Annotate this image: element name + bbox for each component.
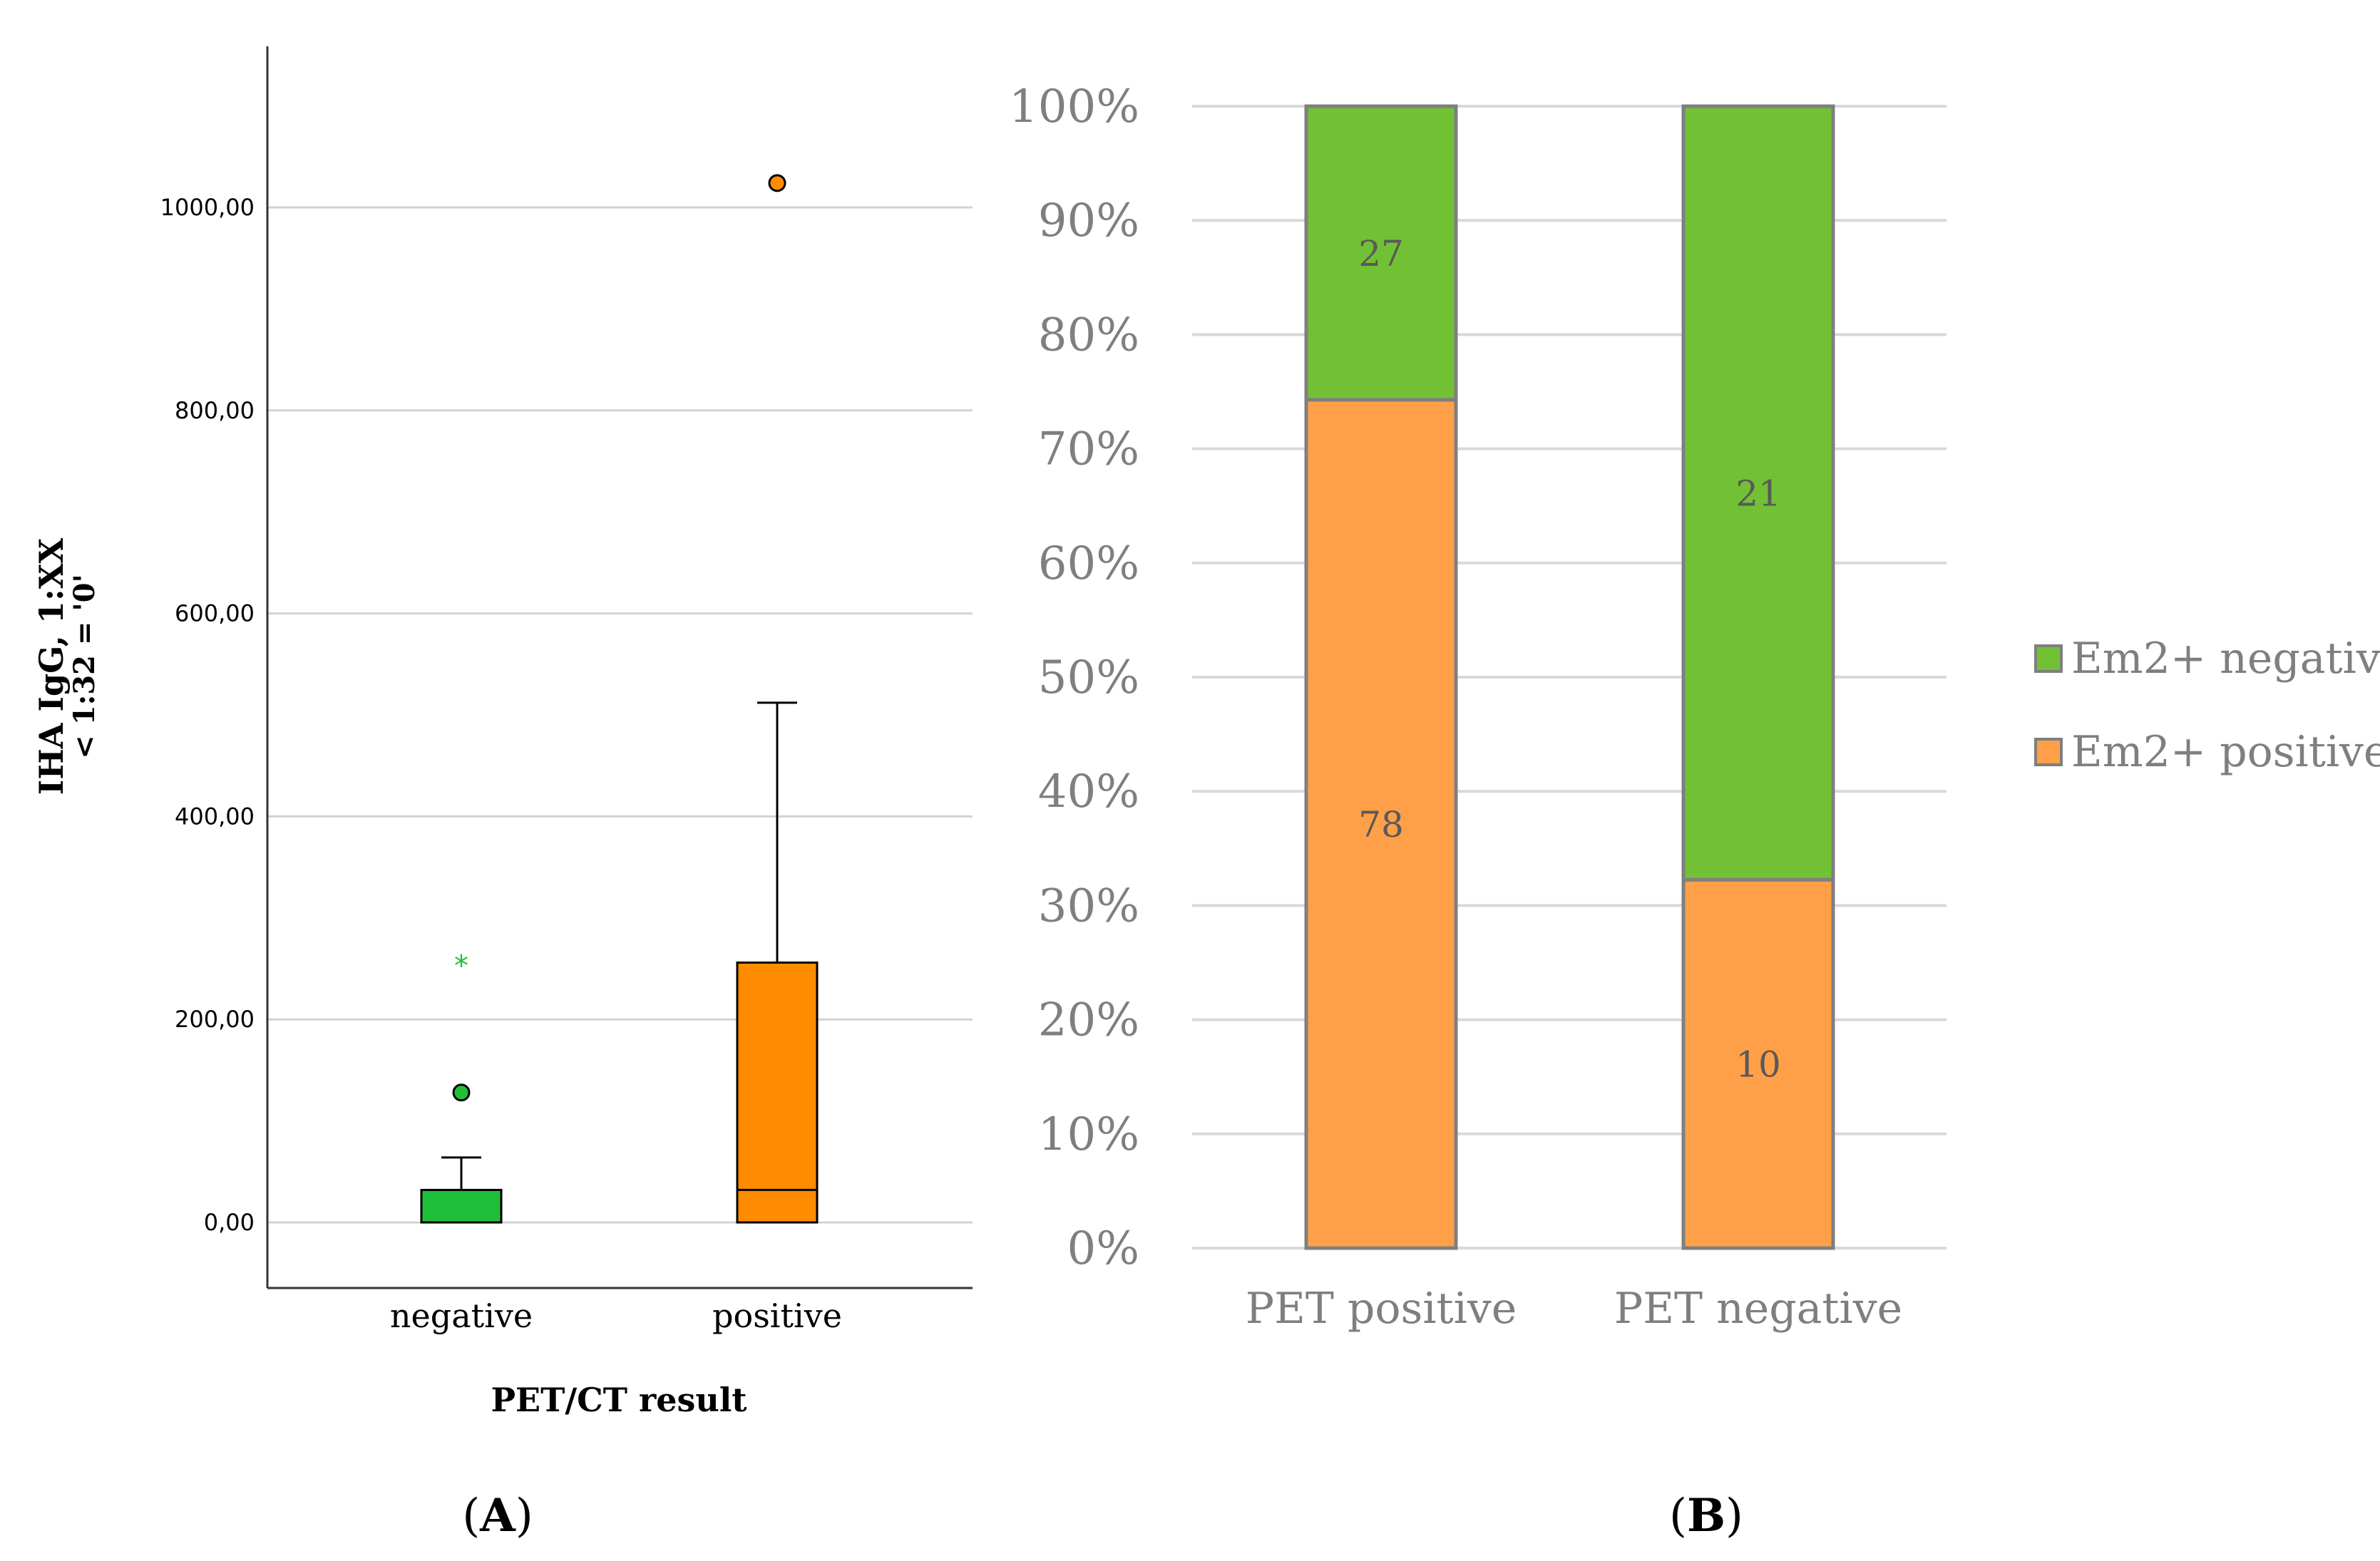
- panel-a-boxplot: 0,00 200,00 400,00 600,00 800,00 1000,00 * ne…: [32, 46, 973, 1542]
- panel-b-legend: Em2+ negative Em2+ positive: [2034, 634, 2380, 777]
- panel-b-x-tick-label: PET positive: [1246, 1284, 1517, 1334]
- panel-b-label-letter: B: [1687, 1489, 1725, 1542]
- panel-a-x-tick-label: negative: [390, 1297, 533, 1335]
- panel-b-y-tick-label: 80%: [1038, 309, 1139, 361]
- panel-b-y-tick-label: 60%: [1038, 537, 1139, 590]
- panel-b-y-tick-label: 100%: [1009, 81, 1139, 133]
- panel-a-y-tick-label: 800,00: [175, 397, 255, 424]
- panel-b-x-tick-label: PET negative: [1614, 1284, 1902, 1334]
- panel-a-box-group-positive: [736, 174, 819, 1224]
- panel-b-y-tick-label: 90%: [1038, 195, 1139, 247]
- panel-a-y-tick-label: 0,00: [204, 1209, 255, 1236]
- panel-a-x-tick-labels: negative positive: [390, 1297, 842, 1335]
- panel-a-extreme-point: *: [454, 949, 468, 982]
- panel-b-stacked-bar-chart: 0% 10% 20% 30% 40% 50% 60% 70% 80% 90% 100% 78 27 10…: [1009, 81, 2380, 1542]
- panel-b-y-tick-label: 50%: [1038, 651, 1139, 704]
- panel-b-bar-pet-positive: 78 27: [1304, 104, 1458, 1250]
- panel-b-bar-segment: [1304, 104, 1458, 402]
- panel-b-bar-segment: [1681, 877, 1835, 1250]
- panel-b-data-label: 78: [1358, 804, 1404, 845]
- panel-b-label: (B): [1669, 1489, 1743, 1542]
- panel-a-y-tick-label: 600,00: [175, 600, 255, 627]
- panel-a-y-tick-label: 400,00: [175, 803, 255, 830]
- panel-a-y-axis-title-line2: < 1:32 = '0': [68, 574, 101, 758]
- panel-a-box: [736, 961, 819, 1224]
- panel-b-y-tick-label: 40%: [1038, 766, 1139, 818]
- panel-a-gridlines: [267, 206, 973, 1224]
- panel-a-outlier-point: [768, 174, 786, 192]
- panel-b-legend-label: Em2+ positive: [2071, 727, 2380, 777]
- panel-b-legend-swatch: [2034, 738, 2063, 766]
- panel-a-y-tick-label: 1000,00: [160, 194, 255, 221]
- panel-a-y-tick-label: 200,00: [175, 1006, 255, 1033]
- panel-b-legend-swatch: [2034, 644, 2063, 673]
- panel-b-bars: 78 27 10 21: [1304, 104, 1835, 1250]
- panel-b-y-tick-label: 10%: [1038, 1108, 1139, 1161]
- panel-b-data-label: 21: [1735, 473, 1781, 515]
- panel-a-x-axis-title: PET/CT result: [491, 1381, 747, 1419]
- panel-a-y-axis-title: IHA IgG, 1:XX < 1:32 = '0': [32, 537, 101, 795]
- panel-a-label-letter: A: [479, 1489, 516, 1542]
- panel-b-bar-pet-negative: 10 21: [1681, 104, 1835, 1250]
- panel-b-y-tick-label: 30%: [1038, 880, 1139, 932]
- panel-b-x-tick-labels: PET positive PET negative: [1246, 1284, 1902, 1334]
- panel-a-y-tick-labels: 0,00 200,00 400,00 600,00 800,00 1000,00: [160, 194, 255, 1236]
- panel-a-box: [420, 1188, 503, 1224]
- panel-b-y-tick-label: 70%: [1038, 423, 1139, 476]
- panel-b-data-label: 10: [1735, 1044, 1781, 1086]
- panel-b-bar-segment: [1681, 104, 1835, 882]
- panel-a-boxes: *: [420, 174, 819, 1224]
- panel-a-label: (A): [462, 1489, 533, 1542]
- panel-b-data-label: 27: [1358, 233, 1404, 274]
- panel-a-y-axis-title-line1: IHA IgG, 1:XX: [32, 537, 71, 795]
- panel-b-legend-label: Em2+ negative: [2071, 634, 2380, 684]
- panel-a-x-tick-label: positive: [712, 1297, 842, 1335]
- panel-a-outlier-point: [452, 1083, 471, 1102]
- panel-b-y-tick-label: 20%: [1038, 994, 1139, 1047]
- panel-a-box-group-negative: *: [420, 949, 503, 1224]
- panel-b-y-tick-labels: 0% 10% 20% 30% 40% 50% 60% 70% 80% 90% 100%: [1009, 81, 1139, 1275]
- panel-b-y-tick-label: 0%: [1067, 1222, 1139, 1275]
